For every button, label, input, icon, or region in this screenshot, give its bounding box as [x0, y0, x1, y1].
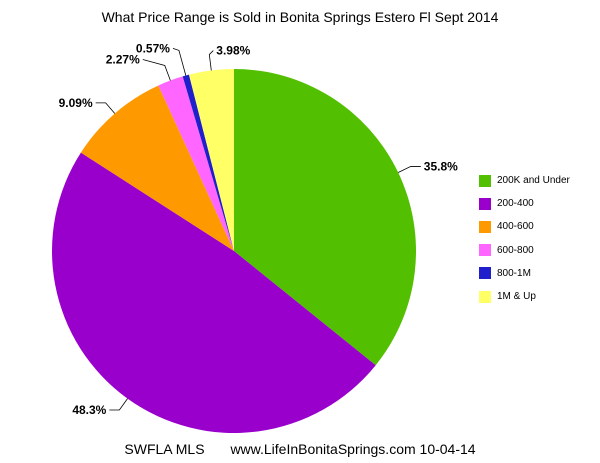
legend-swatch: [479, 220, 491, 233]
legend-label: 200K and Under: [497, 175, 570, 187]
legend-swatch: [479, 244, 491, 257]
legend-swatch: [479, 290, 491, 303]
legend: 200K and Under 200-400 400-600 600-800 8…: [479, 169, 570, 308]
footer-source: SWFLA MLS: [124, 441, 205, 457]
legend-label: 1M & Up: [497, 291, 536, 303]
pie-slice: [182, 74, 234, 251]
legend-item: 200K and Under: [479, 169, 570, 192]
leader-line: [95, 102, 116, 114]
slice-value-label: 48.3%: [72, 403, 106, 417]
pie-slice: [188, 69, 234, 251]
legend-label: 600-800: [497, 244, 534, 256]
pie-slice: [80, 85, 234, 251]
pie-slice: [158, 76, 234, 251]
slice-value-label: 0.57%: [136, 41, 170, 55]
legend-swatch: [479, 267, 491, 280]
leader-line: [109, 398, 128, 411]
legend-swatch: [479, 197, 491, 210]
chart-title: What Price Range is Sold in Bonita Sprin…: [101, 9, 499, 25]
pie-slice: [234, 69, 417, 366]
legend-item: 400-600: [479, 215, 570, 238]
legend-item: 1M & Up: [479, 285, 570, 308]
legend-label: 400-600: [497, 221, 534, 233]
chart-footer: SWFLA MLS www.LifeInBonitaSprings.com 10…: [0, 441, 600, 457]
slice-value-label: 2.27%: [106, 52, 140, 66]
slice-value-label: 35.8%: [424, 159, 458, 173]
legend-item: 600-800: [479, 239, 570, 262]
legend-item: 800-1M: [479, 262, 570, 285]
legend-label: 200-400: [497, 198, 534, 210]
footer-site: www.LifeInBonitaSprings.com 10-04-14: [230, 441, 476, 457]
leader-line: [142, 59, 171, 81]
leader-line: [208, 50, 214, 71]
legend-swatch: [479, 174, 491, 187]
legend-label: 800-1M: [497, 267, 531, 279]
slice-value-label: 9.09%: [59, 96, 93, 110]
leader-line: [172, 48, 187, 76]
pie-slice: [51, 152, 376, 434]
slice-value-label: 3.98%: [216, 44, 250, 58]
leader-line: [398, 166, 421, 173]
legend-item: 200-400: [479, 192, 570, 215]
